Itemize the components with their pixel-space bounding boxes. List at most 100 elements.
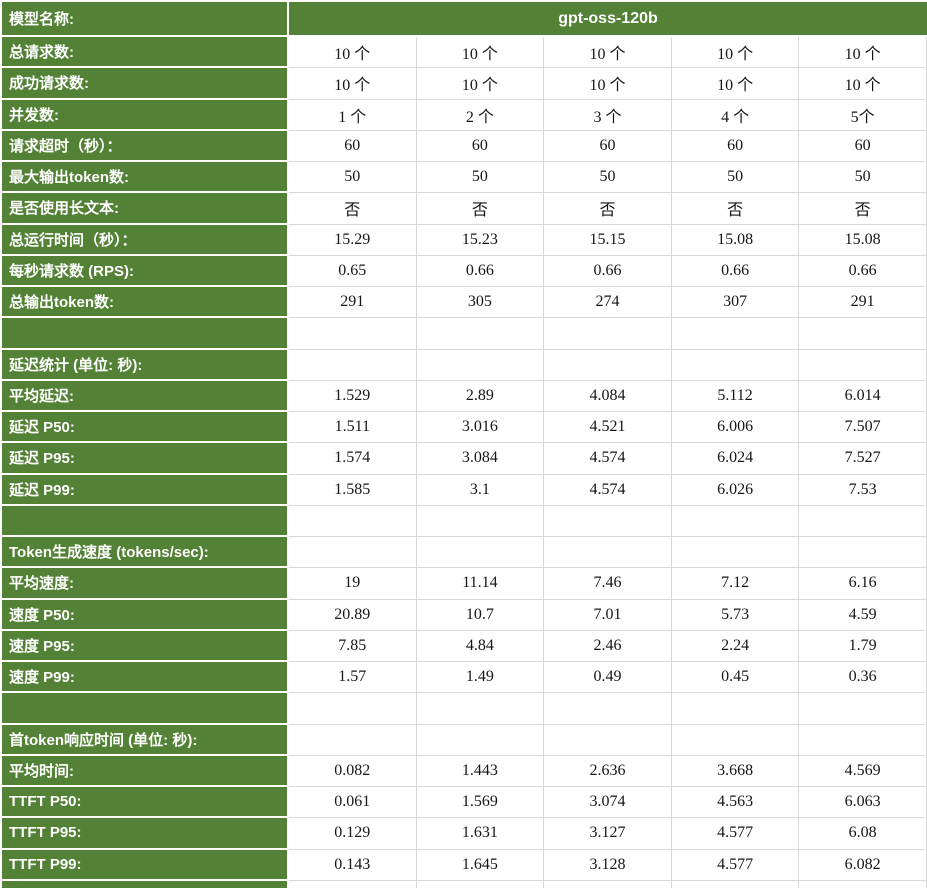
cell-value bbox=[544, 318, 672, 350]
cell-value: 4.577 bbox=[671, 849, 800, 881]
row-label bbox=[2, 880, 289, 888]
cell-value: 60 bbox=[544, 130, 672, 162]
cell-value: 10 个 bbox=[799, 37, 927, 69]
cell-value: 4.521 bbox=[544, 412, 672, 444]
cell-value: 1.529 bbox=[289, 380, 417, 412]
cell-value: 15.29 bbox=[289, 224, 417, 256]
cell-value bbox=[799, 505, 927, 537]
row-label: 延迟 P95: bbox=[2, 443, 289, 475]
cell-value: 1.443 bbox=[416, 755, 545, 787]
cell-value: 0.65 bbox=[289, 255, 417, 287]
cell-value: 60 bbox=[671, 130, 800, 162]
row-label: 延迟 P99: bbox=[2, 474, 289, 506]
cell-value: 7.46 bbox=[544, 568, 672, 600]
table-row: TTFT P50: 0.061 1.569 3.074 4.563 6.063 bbox=[2, 787, 927, 819]
cell-value: 15.15 bbox=[544, 224, 672, 256]
cell-value bbox=[799, 318, 927, 350]
cell-value: 0.061 bbox=[289, 787, 417, 819]
cell-value: 2 个 bbox=[416, 99, 545, 131]
cell-value: 1.574 bbox=[289, 443, 417, 475]
cell-value bbox=[416, 505, 545, 537]
cell-value bbox=[289, 537, 417, 569]
cell-value: 291 bbox=[289, 287, 417, 319]
row-label: 总运行时间（秒）： bbox=[2, 224, 289, 256]
model-name-label: 模型名称: bbox=[2, 2, 289, 37]
cell-value: 50 bbox=[544, 162, 672, 194]
cell-value: 3.668 bbox=[671, 755, 800, 787]
table-row: 是否使用长文本: 否否否否否 bbox=[2, 193, 927, 225]
cell-value: 0.66 bbox=[799, 255, 927, 287]
cell-value: 5.73 bbox=[671, 599, 800, 631]
table-row bbox=[2, 318, 927, 350]
table-header-row: 模型名称: gpt-oss-120b bbox=[2, 2, 927, 37]
cell-value: 3.1 bbox=[416, 474, 545, 506]
cell-value: 1 个 bbox=[289, 99, 417, 131]
cell-value: 3.016 bbox=[416, 412, 545, 444]
cell-value bbox=[671, 724, 800, 756]
table-row: 总请求数: 10 个 10 个 10 个 10 个 10 个 bbox=[2, 37, 927, 69]
table-row: 速度 P50: 20.89 10.7 7.01 5.73 4.59 bbox=[2, 599, 927, 631]
row-label: 速度 P95: bbox=[2, 630, 289, 662]
cell-value: 1.79 bbox=[799, 630, 927, 662]
cell-value: 10 个 bbox=[544, 68, 672, 100]
table-row: 总运行时间（秒）： 15.29 15.23 15.15 15.08 15.08 bbox=[2, 224, 927, 256]
table-row: 成功请求数: 10 个 10 个 10 个 10 个 10 个 bbox=[2, 68, 927, 100]
cell-value: 60 bbox=[416, 130, 545, 162]
row-label bbox=[2, 318, 289, 350]
cell-value bbox=[416, 318, 545, 350]
cell-value: 50 bbox=[799, 162, 927, 194]
cell-value: 15.08 bbox=[671, 224, 800, 256]
cell-value: 6.006 bbox=[671, 412, 800, 444]
cell-value bbox=[416, 724, 545, 756]
cell-value: 4.84 bbox=[416, 630, 545, 662]
cell-value: 0.082 bbox=[289, 755, 417, 787]
cell-value: 7.12 bbox=[671, 568, 800, 600]
cell-value: 10 个 bbox=[671, 37, 800, 69]
cell-value bbox=[416, 693, 545, 725]
cell-value bbox=[799, 880, 927, 888]
cell-value: 6.16 bbox=[799, 568, 927, 600]
row-label: 平均时间: bbox=[2, 755, 289, 787]
cell-value: 0.66 bbox=[416, 255, 545, 287]
cell-value: 7.53 bbox=[799, 474, 927, 506]
cell-value: 2.89 bbox=[416, 380, 545, 412]
cell-value: 7.527 bbox=[799, 443, 927, 475]
cell-value: 4.569 bbox=[799, 755, 927, 787]
row-label: 速度 P99: bbox=[2, 662, 289, 694]
cell-value bbox=[544, 693, 672, 725]
cell-value: 10 个 bbox=[799, 68, 927, 100]
cell-value: 7.01 bbox=[544, 599, 672, 631]
cell-value: 6.014 bbox=[799, 380, 927, 412]
cell-value: 5.112 bbox=[671, 380, 800, 412]
cell-value: 274 bbox=[544, 287, 672, 319]
row-label: TTFT P95: bbox=[2, 818, 289, 850]
cell-value: 15.23 bbox=[416, 224, 545, 256]
cell-value bbox=[799, 724, 927, 756]
cell-value: 4 个 bbox=[671, 99, 800, 131]
cell-value: 4.563 bbox=[671, 787, 800, 819]
cell-value bbox=[416, 537, 545, 569]
row-label: 并发数: bbox=[2, 99, 289, 131]
table-row: 速度 P95: 7.85 4.84 2.46 2.24 1.79 bbox=[2, 630, 927, 662]
cell-value: 305 bbox=[416, 287, 545, 319]
table-row: 总输出token数: 291 305 274 307 291 bbox=[2, 287, 927, 319]
cell-value: 6.08 bbox=[799, 818, 927, 850]
cell-value: 5个 bbox=[799, 99, 927, 131]
cell-value: 4.577 bbox=[671, 818, 800, 850]
cell-value bbox=[544, 349, 672, 381]
cell-value bbox=[544, 724, 672, 756]
cell-value: 7.507 bbox=[799, 412, 927, 444]
row-label: 总请求数: bbox=[2, 37, 289, 69]
cell-value: 4.59 bbox=[799, 599, 927, 631]
row-label: 请求超时（秒）： bbox=[2, 130, 289, 162]
table-row: TTFT P99: 0.143 1.645 3.128 4.577 6.082 bbox=[2, 849, 927, 881]
cell-value: 否 bbox=[671, 193, 800, 225]
row-label: Token生成速度 (tokens/sec): bbox=[2, 537, 289, 569]
cell-value: 4.574 bbox=[544, 474, 672, 506]
table-row bbox=[2, 505, 927, 537]
cell-value: 307 bbox=[671, 287, 800, 319]
table-row: TTFT P95: 0.129 1.631 3.127 4.577 6.08 bbox=[2, 818, 927, 850]
table-row: 延迟 P99: 1.585 3.1 4.574 6.026 7.53 bbox=[2, 474, 927, 506]
cell-value: 0.49 bbox=[544, 662, 672, 694]
